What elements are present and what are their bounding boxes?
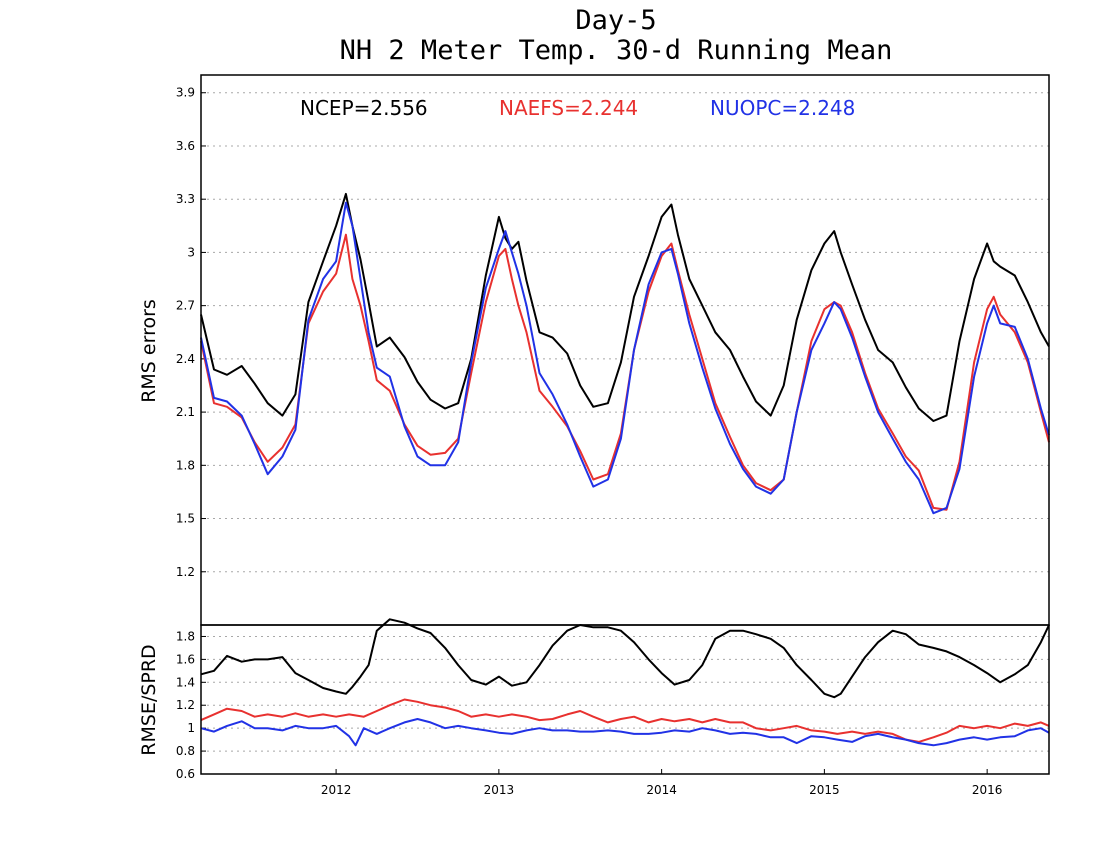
top-y-tick-label: 3 <box>187 245 195 259</box>
top-plot-frame <box>200 74 1050 626</box>
bottom-y-tick-label: 1.4 <box>176 675 195 689</box>
bottom-series-line-nuopc <box>200 718 1050 747</box>
top-y-tick-label: 2.4 <box>176 352 195 366</box>
top-series-line-ncep <box>200 192 1050 422</box>
top-y-tick-label: 1.8 <box>176 458 195 472</box>
bottom-y-tick-label: 1 <box>187 721 195 735</box>
top-y-tick-label: 1.5 <box>176 512 195 526</box>
legend-naefs: NAEFS=2.244 <box>499 96 638 120</box>
bottom-series-line-naefs <box>200 698 1050 743</box>
x-tick-label: 2015 <box>809 783 840 797</box>
legend-ncep: NCEP=2.556 <box>300 96 428 120</box>
x-tick-label: 2014 <box>646 783 677 797</box>
bottom-panel: 0.6 0.8 1 1.2 1.4 1.6 1.8 2012 2013 2014 2015 2016… <box>138 618 1050 797</box>
top-y-tick-label: 3.9 <box>176 86 195 100</box>
top-y-tick-label: 3.3 <box>176 192 195 206</box>
top-series-line-nuopc <box>200 201 1050 515</box>
chart-title-line2: NH 2 Meter Temp. 30-d Running Mean <box>340 35 893 66</box>
x-tick-label: 2013 <box>484 783 515 797</box>
bottom-series-line-ncep <box>200 618 1050 699</box>
top-y-tick-labels: 1.2 1.5 1.8 2.1 2.4 2.7 3 3.3 3.6 3.9 <box>176 86 195 579</box>
top-y-axis-label: RMS errors <box>138 299 160 403</box>
bottom-y-tick-label: 1.6 <box>176 652 195 666</box>
chart-title-line1: Day-5 <box>575 5 656 36</box>
top-y-tick-label: 1.2 <box>176 565 195 579</box>
top-series <box>200 192 1050 515</box>
bottom-x-tick-labels: 2012 2013 2014 2015 2016 <box>321 769 1003 797</box>
bottom-y-axis-label: RMSE/SPRD <box>138 644 160 755</box>
top-series-line-naefs <box>200 233 1050 511</box>
top-gridlines <box>201 92 1049 573</box>
bottom-y-tick-label: 0.6 <box>176 767 195 781</box>
bottom-y-tick-label: 1.2 <box>176 698 195 712</box>
bottom-y-tick-labels: 0.6 0.8 1 1.2 1.4 1.6 1.8 <box>176 629 195 781</box>
top-y-tick-label: 2.1 <box>176 405 195 419</box>
top-panel: 1.21.51.82.12.42.733.33.63.9 RMS errors … <box>138 74 1050 626</box>
bottom-y-tick-label: 1.8 <box>176 629 195 643</box>
top-y-tick-label: 3.6 <box>176 139 195 153</box>
bottom-y-tick-label: 0.8 <box>176 744 195 758</box>
legend-nuopc: NUOPC=2.248 <box>710 96 855 120</box>
bottom-series <box>200 618 1050 747</box>
x-tick-label: 2016 <box>972 783 1003 797</box>
top-y-tick-label: 2.7 <box>176 299 195 313</box>
bottom-gridlines <box>201 635 1049 775</box>
bottom-plot-frame <box>200 624 1050 775</box>
x-tick-label: 2012 <box>321 783 352 797</box>
